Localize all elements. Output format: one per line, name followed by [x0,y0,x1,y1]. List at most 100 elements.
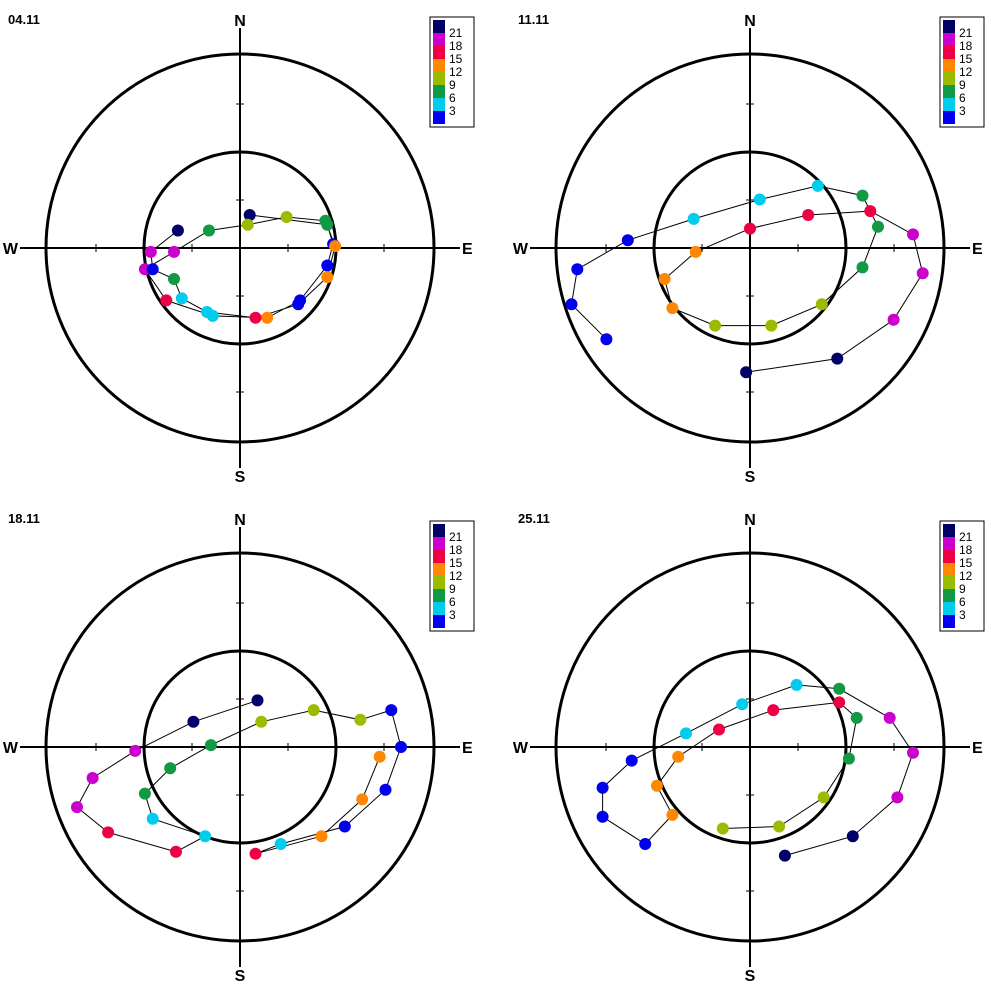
legend-swatch [433,589,445,602]
west-label: W [513,241,529,258]
data-point [307,704,320,717]
panel-title: 11.11 [518,12,549,27]
data-point [887,313,900,326]
data-point [138,787,151,800]
data-point [168,245,180,258]
data-point [811,179,824,192]
data-point [274,838,287,850]
legend-label: 12 [449,569,463,583]
south-label: S [235,469,246,486]
data-point [249,847,262,860]
panel-title: 18.11 [8,511,40,526]
data-point [354,713,367,726]
east-label: E [972,241,983,258]
legend-label: 15 [959,556,973,570]
legend-label: 18 [959,39,973,53]
north-label: N [744,13,756,30]
data-point [356,793,369,806]
data-point [249,311,262,324]
trajectory-line [602,684,914,857]
legend-label: 9 [959,78,966,92]
legend-label: 21 [449,26,463,40]
legend-label: 21 [959,530,973,544]
data-point [842,752,855,765]
legend-swatch [433,85,445,98]
data-point [907,746,919,759]
data-point [864,205,877,218]
data-point [713,723,725,736]
legend-swatch [943,111,955,124]
data-point [666,808,679,821]
legend-label: 9 [959,582,966,596]
data-point [680,727,692,740]
east-label: E [972,740,983,757]
data-point [687,212,700,225]
legend-swatch [943,72,955,85]
legend-swatch [943,602,955,615]
data-point [86,772,99,784]
data-point [846,830,859,843]
data-point [883,711,896,724]
data-point [321,259,334,272]
data-point [251,694,264,707]
legend-swatch [433,111,445,124]
legend-label: 12 [959,65,973,79]
west-label: W [3,241,19,258]
data-point [639,838,652,850]
data-point [621,234,634,247]
west-label: W [3,740,19,757]
data-point [778,849,791,862]
legend-swatch [943,550,955,563]
data-point [600,333,613,346]
legend-swatch [943,46,955,59]
data-point [129,744,142,757]
legend-swatch [943,615,955,628]
data-point [815,298,828,311]
legend-label: 6 [959,595,966,609]
data-point [666,302,679,315]
data-point [319,214,332,227]
legend-swatch [433,72,445,85]
data-point [315,830,328,843]
data-point [672,750,685,763]
data-point [740,366,753,379]
data-point [164,762,177,775]
data-point [203,224,215,237]
legend-label: 3 [449,608,456,622]
data-point [255,715,268,728]
south-label: S [745,469,756,486]
data-point [385,704,398,717]
data-point [338,820,351,833]
legend-swatch [433,615,445,628]
legend-label: 18 [959,543,973,557]
legend-label: 6 [449,595,456,609]
data-point [773,820,786,833]
legend-swatch [433,563,445,576]
data-point [596,781,609,794]
panel-title: 04.11 [8,12,40,27]
data-point [891,791,904,804]
east-label: E [462,740,473,757]
data-point [241,218,254,231]
data-point [201,306,213,318]
data-point [625,754,638,767]
legend-swatch [943,524,955,537]
data-point [146,812,159,825]
data-point [753,193,766,206]
legend-swatch [433,537,445,550]
north-label: N [234,13,246,30]
data-point [856,261,869,274]
data-point [689,245,702,258]
data-point [916,267,929,280]
legend-swatch [433,602,445,615]
data-point [658,273,671,285]
data-point [767,704,780,717]
legend-swatch [943,563,955,576]
legend-label: 3 [449,104,456,118]
data-point [261,311,274,324]
data-point [831,352,844,365]
legend-swatch [433,46,445,59]
south-label: S [235,968,246,984]
